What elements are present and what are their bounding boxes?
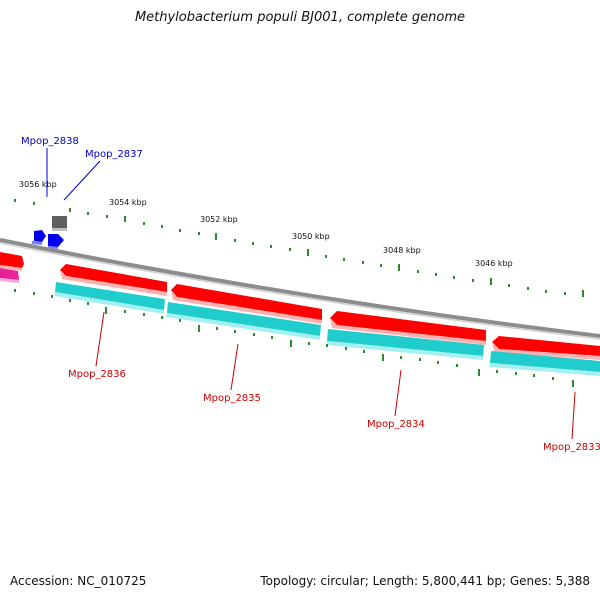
upper-tick-row [14, 199, 584, 297]
top-gene-labels: Mpop_2838 Mpop_2837 [21, 136, 143, 160]
genome-backbone [0, 238, 600, 340]
page-title: Methylobacterium populi BJ001, complete … [134, 10, 466, 25]
gene-mpop-2835 [167, 302, 321, 336]
upper-small-features [32, 216, 67, 249]
bottom-leader-lines [95, 311, 576, 440]
scale-label: 3046 kbp [475, 259, 513, 268]
scale-labels: 3056 kbp 3054 kbp 3052 kbp 3050 kbp 3048… [19, 180, 513, 268]
gene-label-top: Mpop_2837 [85, 149, 143, 160]
gene-mpop-2838 [34, 230, 46, 242]
scale-label: 3054 kbp [109, 198, 147, 207]
feature-mpop-2837 [52, 216, 67, 228]
top-leader-lines [46, 148, 101, 201]
gene-mpop-2834 [327, 329, 484, 356]
pink-feature [0, 268, 19, 283]
gene-label-bottom: Mpop_2835 [203, 393, 261, 404]
accession-label: Accession: NC_010725 [10, 574, 147, 588]
gene-label-bottom: Mpop_2836 [68, 369, 126, 380]
gene-mpop-2836 [55, 282, 165, 310]
cds-mpop-2834 [330, 311, 486, 341]
gene-track [54, 282, 600, 376]
cds-mpop-2836 [60, 264, 167, 292]
scale-label: 3048 kbp [383, 246, 421, 255]
scale-label: 3050 kbp [292, 232, 330, 241]
gene-label-bottom: Mpop_2834 [367, 419, 425, 430]
gene-label-bottom: Mpop_2833 [543, 442, 600, 453]
bottom-gene-labels: Mpop_2836 Mpop_2835 Mpop_2834 Mpop_2833 [68, 369, 600, 453]
scale-label: 3056 kbp [19, 180, 57, 189]
scale-label: 3052 kbp [200, 215, 238, 224]
cds-mpop-2833 [492, 336, 600, 356]
cds-track [0, 252, 600, 360]
gene-label-top: Mpop_2838 [21, 136, 79, 147]
genome-summary: Topology: circular; Length: 5,800,441 bp… [260, 574, 590, 588]
cds-mpop-2835 [171, 284, 322, 320]
gene-mpop-2833 [490, 351, 600, 372]
lower-tick-row [14, 289, 574, 387]
gene-mpop-2837-arrow [48, 234, 64, 247]
